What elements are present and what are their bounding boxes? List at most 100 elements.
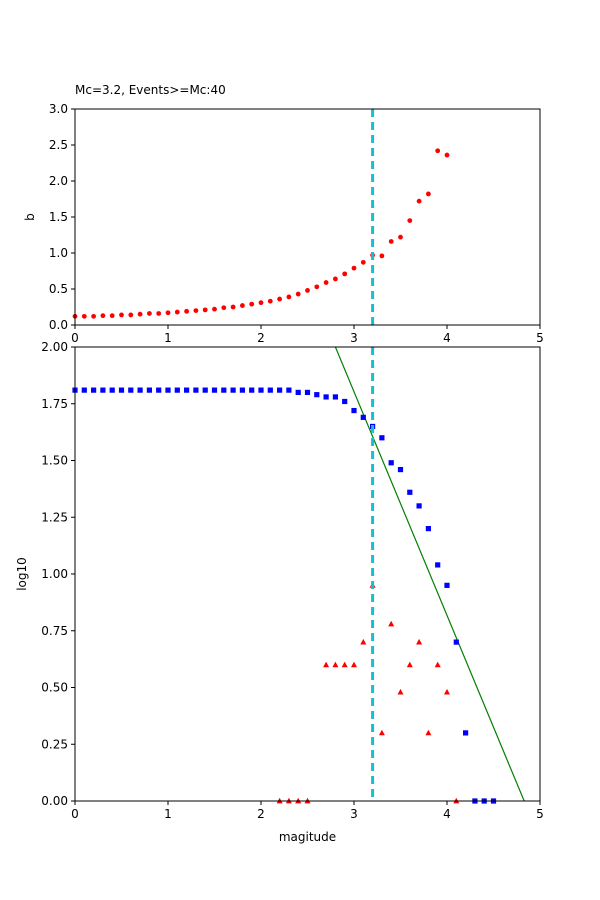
- cumulative-point: [267, 387, 273, 393]
- cumulative-point: [286, 387, 292, 393]
- cumulative-point: [118, 387, 125, 393]
- y-tick-label: 0.50: [41, 681, 68, 695]
- cumulative-point: [81, 387, 87, 393]
- cumulative-point: [425, 526, 431, 532]
- x-tick-label: 4: [443, 807, 451, 821]
- y-tick-label: 3.0: [49, 102, 68, 116]
- cumulative-point: [314, 392, 320, 398]
- b-value-point: [398, 234, 403, 240]
- y-tick-label: 1.75: [41, 397, 68, 411]
- y-tick-label: 1.25: [41, 510, 68, 524]
- y-tick-label: 1.5: [49, 210, 68, 224]
- b-value-point: [286, 294, 292, 300]
- b-value-point: [314, 284, 320, 290]
- x-tick-label: 3: [350, 331, 358, 345]
- cumulative-point: [407, 489, 413, 495]
- b-value-point: [416, 198, 422, 204]
- b-value-point: [240, 303, 245, 308]
- frequency-magnitude-panel: 0 1 2 3 4 5 0.00 0.25 0.50 0.75 1.00 1.25 1.50 1.75 2…: [15, 340, 544, 844]
- y-tick-label: 2.0: [49, 174, 68, 188]
- cumulative-point: [156, 387, 162, 393]
- b-value-point: [202, 307, 208, 313]
- b-value-point: [295, 291, 301, 297]
- noncumulative-point: [425, 729, 432, 736]
- noncumulative-point: [351, 661, 357, 668]
- noncumulative-point: [416, 638, 423, 645]
- b-value-point: [212, 306, 217, 312]
- b-value-point: [305, 288, 310, 293]
- x-tick-label: 2: [257, 807, 265, 821]
- b-value-point: [156, 311, 162, 316]
- x-tick-label: 2: [257, 331, 265, 345]
- b-value-points: [72, 148, 450, 319]
- noncumulative-point: [397, 688, 404, 695]
- cumulative-point: [342, 398, 348, 405]
- cumulative-points: [72, 387, 497, 804]
- b-value-point: [147, 311, 152, 316]
- noncumulative-point: [406, 661, 413, 668]
- cumulative-point: [332, 394, 338, 400]
- cumulative-point: [184, 387, 190, 393]
- b-value-point: [249, 301, 255, 307]
- x-tick-label: 1: [164, 807, 172, 821]
- cumulative-point: [351, 407, 357, 414]
- y-tick-label: 0.75: [41, 624, 68, 638]
- b-value-point: [267, 298, 273, 304]
- y-tick-label: 1.0: [49, 246, 68, 260]
- x-tick-label: 0: [71, 807, 79, 821]
- noncumulative-point: [434, 661, 441, 668]
- y-tick-label: 0.00: [41, 794, 68, 808]
- b-value-point: [137, 311, 143, 317]
- y-tick-label: 0.0: [49, 318, 68, 332]
- cumulative-point: [193, 387, 199, 393]
- x-tick-label: 1: [164, 331, 172, 345]
- cumulative-point: [258, 387, 264, 393]
- x-ticks: 0 1 2 3 4 5: [71, 801, 544, 821]
- b-value-point: [351, 265, 357, 271]
- b-value-point: [100, 313, 106, 319]
- cumulative-point: [146, 387, 152, 393]
- gr-fit-line: [334, 347, 525, 801]
- cumulative-point: [416, 503, 422, 509]
- b-value-panel: Mc=3.2, Events>=Mc:40 0 1 2 3 4 5 0.0 0.5 1.0 1.…: [23, 83, 544, 345]
- b-value-point: [435, 148, 441, 154]
- cumulative-point: [323, 394, 329, 400]
- cumulative-point: [100, 387, 106, 393]
- noncumulative-point: [360, 638, 367, 645]
- b-value-point: [230, 304, 236, 310]
- b-value-point: [426, 191, 431, 197]
- cumulative-point: [202, 387, 208, 393]
- cumulative-point: [230, 387, 236, 393]
- x-tick-label: 0: [71, 331, 79, 345]
- x-ticks: 0 1 2 3 4 5: [71, 325, 544, 345]
- b-value-point: [184, 308, 190, 314]
- b-value-point: [81, 313, 87, 319]
- y-ticks: 0.00 0.25 0.50 0.75 1.00 1.25 1.50 1.75 2.00: [41, 340, 75, 808]
- b-value-point: [165, 310, 171, 316]
- noncumulative-point: [388, 620, 395, 627]
- b-value-point: [333, 276, 338, 282]
- y-tick-label: 1.50: [41, 454, 68, 468]
- cumulative-point: [165, 387, 171, 393]
- y-tick-label: 2.5: [49, 138, 68, 152]
- cumulative-point: [174, 387, 180, 393]
- fit-line-group: [334, 347, 525, 801]
- cumulative-point: [91, 387, 97, 393]
- y-tick-label: 1.00: [41, 567, 68, 581]
- plot-frame: [74, 346, 541, 802]
- b-value-point: [193, 308, 199, 313]
- y-tick-label: 0.25: [41, 737, 68, 751]
- cumulative-point: [295, 389, 301, 395]
- cumulative-point: [444, 582, 450, 588]
- cumulative-point: [109, 387, 115, 393]
- b-value-point: [119, 312, 124, 318]
- b-value-point: [221, 305, 227, 311]
- cumulative-point: [304, 389, 311, 395]
- x-tick-label: 5: [536, 807, 544, 821]
- noncumulative-point: [323, 661, 330, 668]
- chart-title: Mc=3.2, Events>=Mc:40: [75, 83, 226, 97]
- noncumulative-point: [332, 661, 339, 668]
- b-value-point: [407, 218, 413, 224]
- cumulative-point: [397, 466, 404, 473]
